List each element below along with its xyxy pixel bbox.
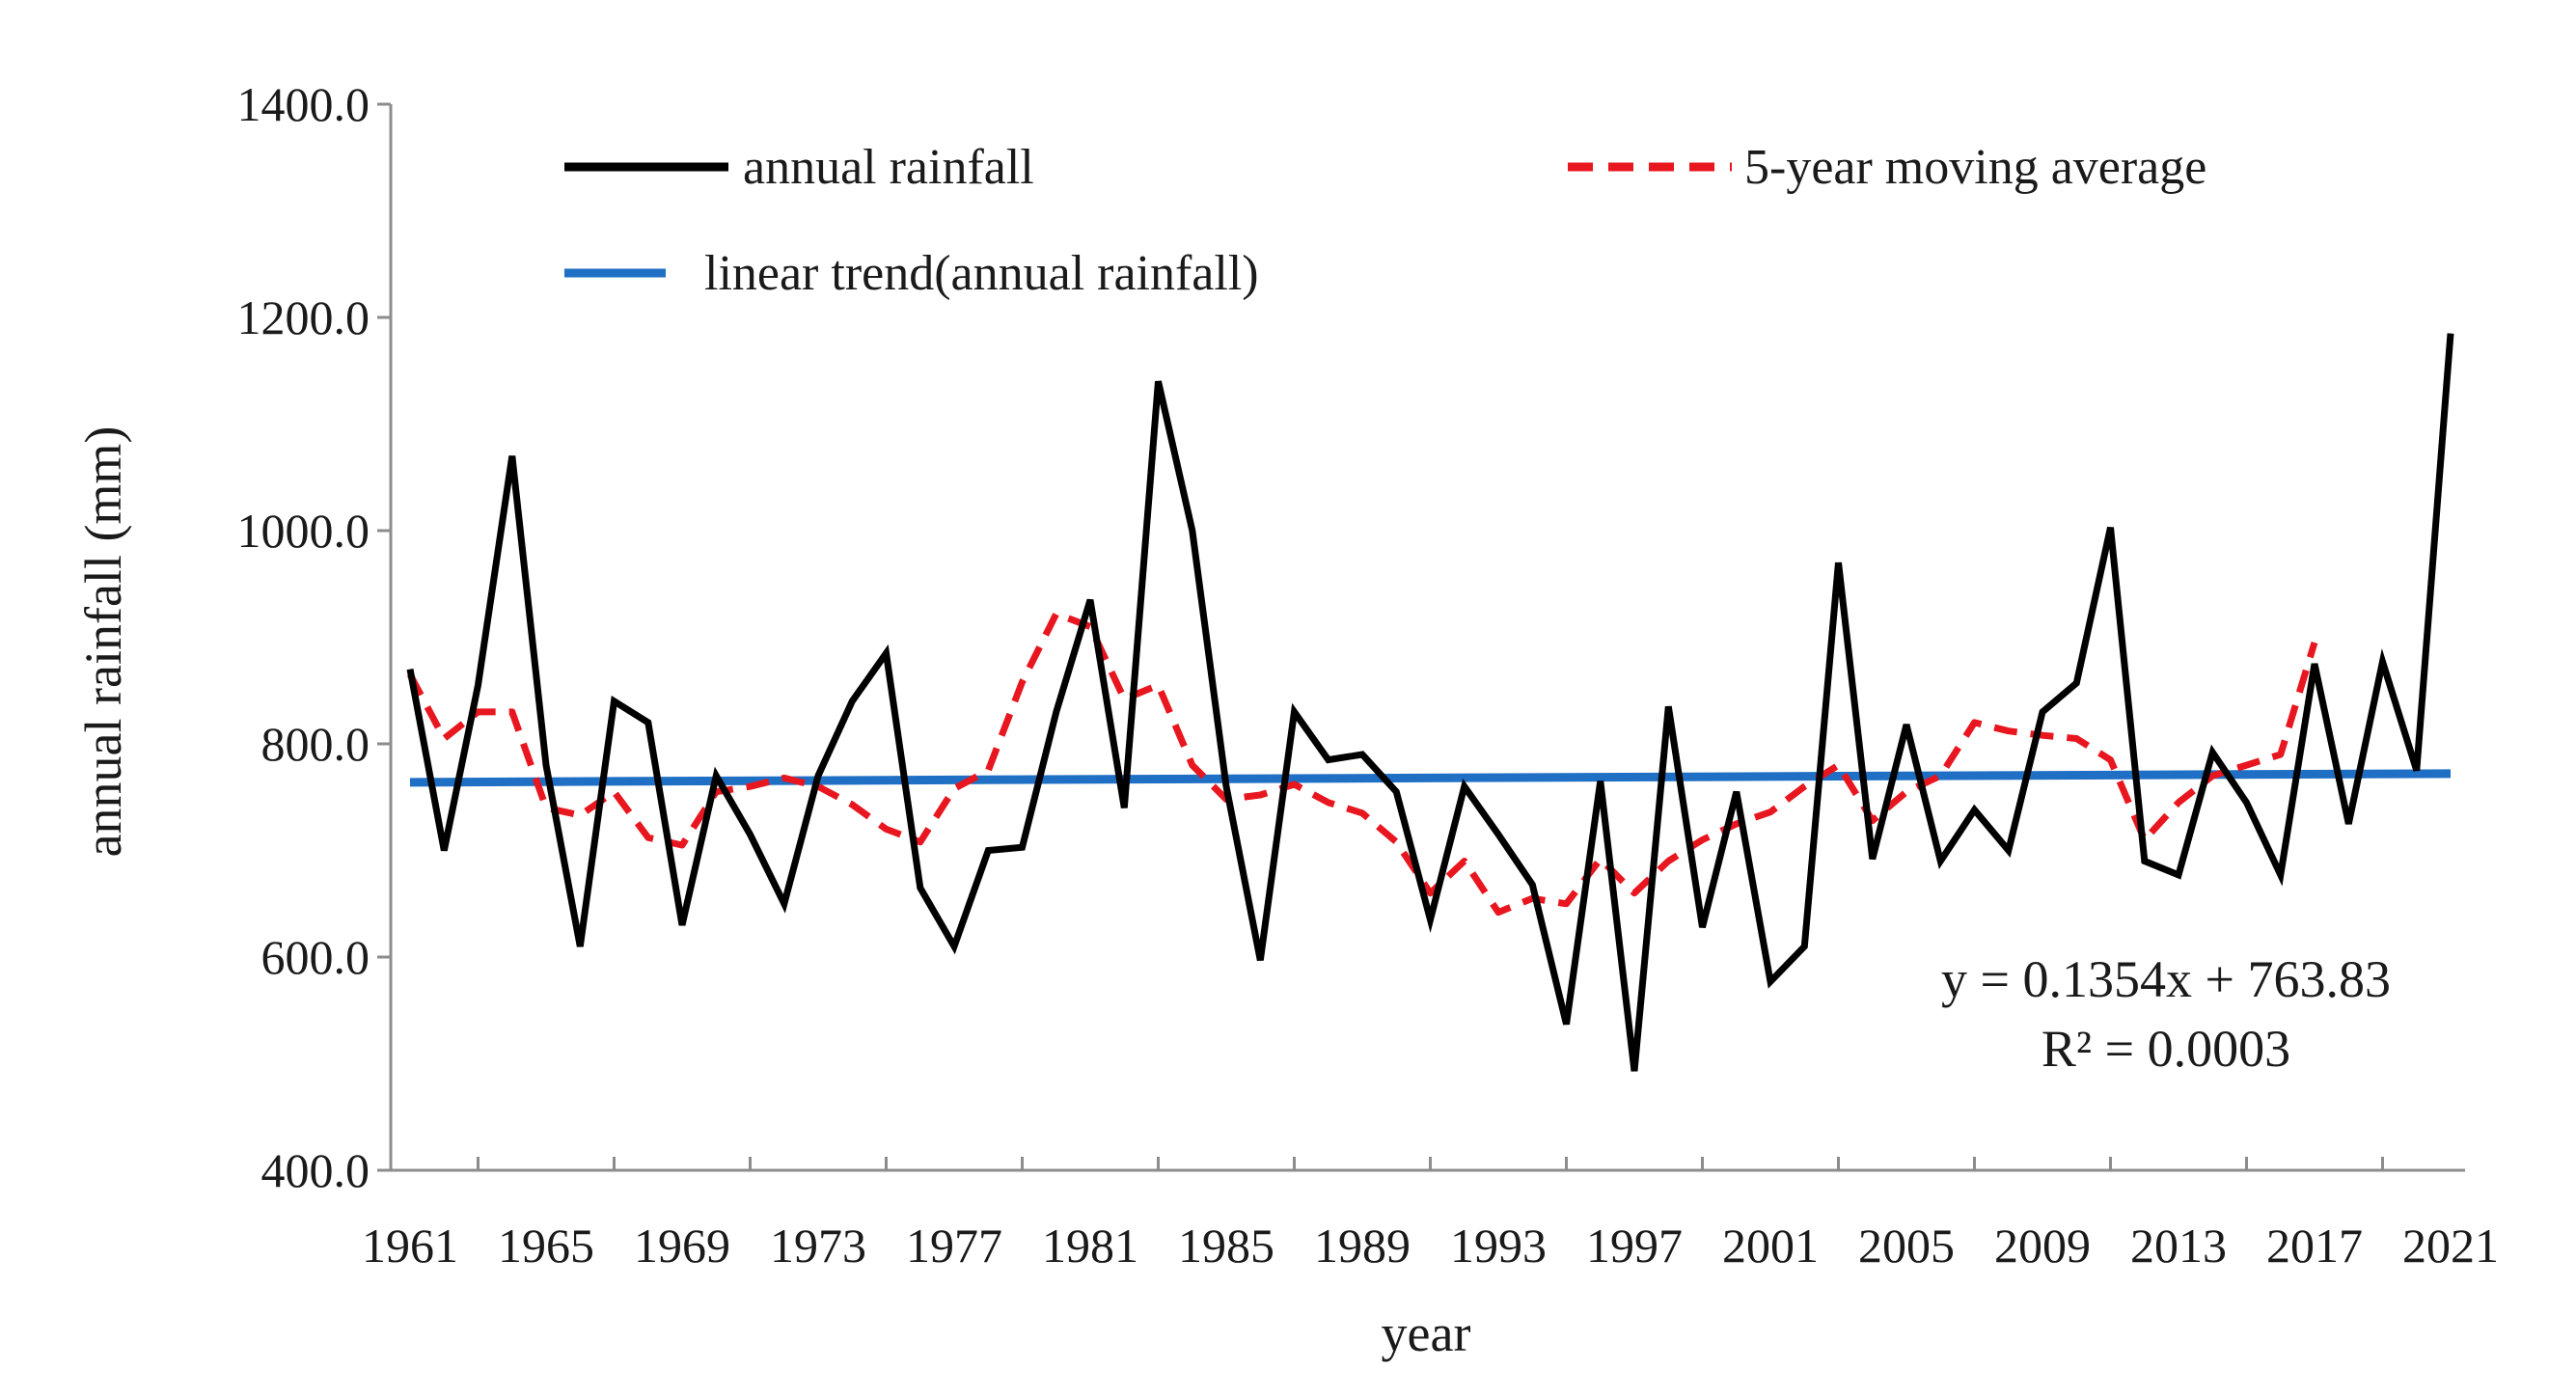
legend-label-moving-average: 5-year moving average [1744, 140, 2206, 195]
x-tick-label: 2005 [1858, 1219, 1955, 1273]
legend-label-annual-rainfall: annual rainfall [743, 140, 1034, 195]
y-tick-label: 1400.0 [237, 77, 370, 131]
x-tick-label: 2013 [2130, 1219, 2227, 1273]
x-tick-label: 2001 [1722, 1219, 1819, 1273]
series-annual-rainfall-line [406, 333, 2454, 1072]
legend: annual rainfall 5-year moving average li… [564, 140, 2206, 301]
y-tick-label: 1200.0 [237, 290, 370, 344]
y-tick-label: 800.0 [261, 717, 370, 771]
y-tick-label: 1000.0 [237, 504, 370, 558]
x-tick-label: 1961 [362, 1219, 458, 1273]
x-tick-label: 1973 [770, 1219, 866, 1273]
x-tick-label: 2009 [1994, 1219, 2091, 1273]
y-axis-title: annual rainfall (mm) [74, 426, 132, 858]
x-tick-label: 1989 [1314, 1219, 1411, 1273]
y-tick-label: 600.0 [261, 930, 370, 984]
x-tick-label: 1997 [1586, 1219, 1683, 1273]
x-tick-label: 2021 [2402, 1219, 2499, 1273]
x-tick-label: 2017 [2266, 1219, 2363, 1273]
x-tick-label: 1981 [1042, 1219, 1138, 1273]
trend-r-squared: R² = 0.0003 [2042, 1020, 2290, 1078]
x-tick-label: 1965 [498, 1219, 594, 1273]
x-axis-title: year [1382, 1304, 1471, 1362]
trend-equation: y = 0.1354x + 763.83 [1941, 950, 2391, 1008]
x-tick-label: 1969 [634, 1219, 730, 1273]
x-tick-label: 1985 [1178, 1219, 1274, 1273]
legend-label-linear-trend: linear trend(annual rainfall) [704, 246, 1259, 301]
y-tick-label: 400.0 [261, 1143, 370, 1197]
x-tick-label: 1977 [906, 1219, 1002, 1273]
series-linear-trend-line [409, 769, 2452, 787]
x-tick-label: 1993 [1450, 1219, 1547, 1273]
